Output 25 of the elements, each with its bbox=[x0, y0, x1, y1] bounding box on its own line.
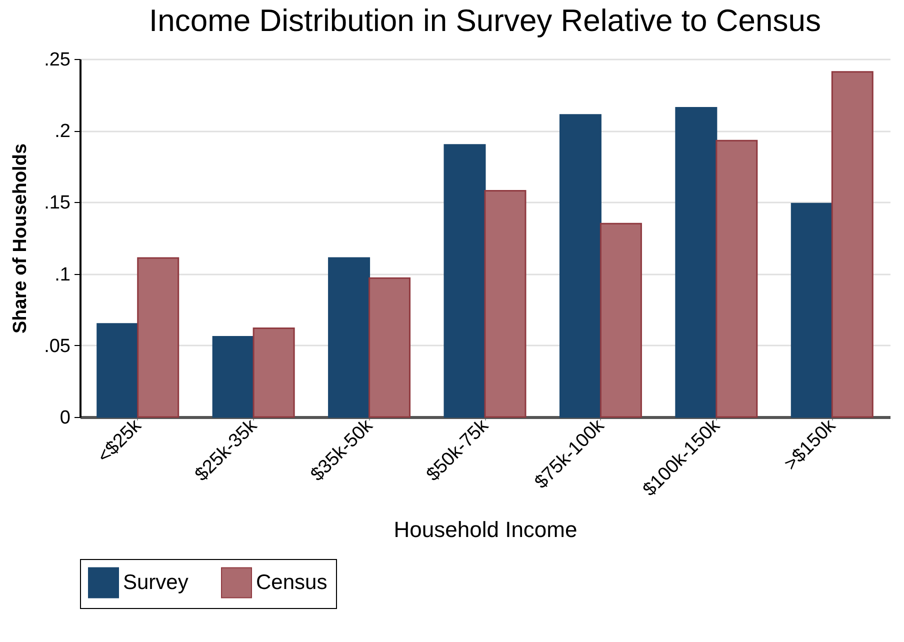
bar bbox=[252, 327, 295, 418]
legend-label: Census bbox=[256, 570, 328, 594]
y-axis-title: Share of Households bbox=[10, 143, 32, 334]
bar bbox=[716, 140, 758, 418]
y-tick-label: .25 bbox=[44, 50, 70, 70]
bar bbox=[444, 144, 486, 418]
bar bbox=[328, 257, 370, 418]
legend-label: Survey bbox=[123, 570, 189, 594]
y-tick-label: 0 bbox=[60, 408, 70, 428]
bar bbox=[675, 106, 718, 418]
y-tick-label: .1 bbox=[54, 264, 70, 286]
bar bbox=[137, 257, 180, 418]
bar bbox=[96, 323, 139, 418]
chart-title: Income Distribution in Survey Relative to Census bbox=[149, 3, 821, 38]
bar bbox=[831, 71, 874, 418]
bar bbox=[559, 114, 602, 418]
y-tick-label: .05 bbox=[44, 336, 70, 357]
bar bbox=[368, 277, 411, 418]
y-tick-label: .2 bbox=[54, 121, 70, 142]
bar bbox=[790, 202, 833, 418]
y-tick-label: .15 bbox=[44, 192, 70, 214]
bar bbox=[484, 190, 526, 418]
bar bbox=[600, 222, 642, 418]
x-axis-title: Household Income bbox=[394, 516, 578, 542]
bar bbox=[212, 336, 254, 418]
